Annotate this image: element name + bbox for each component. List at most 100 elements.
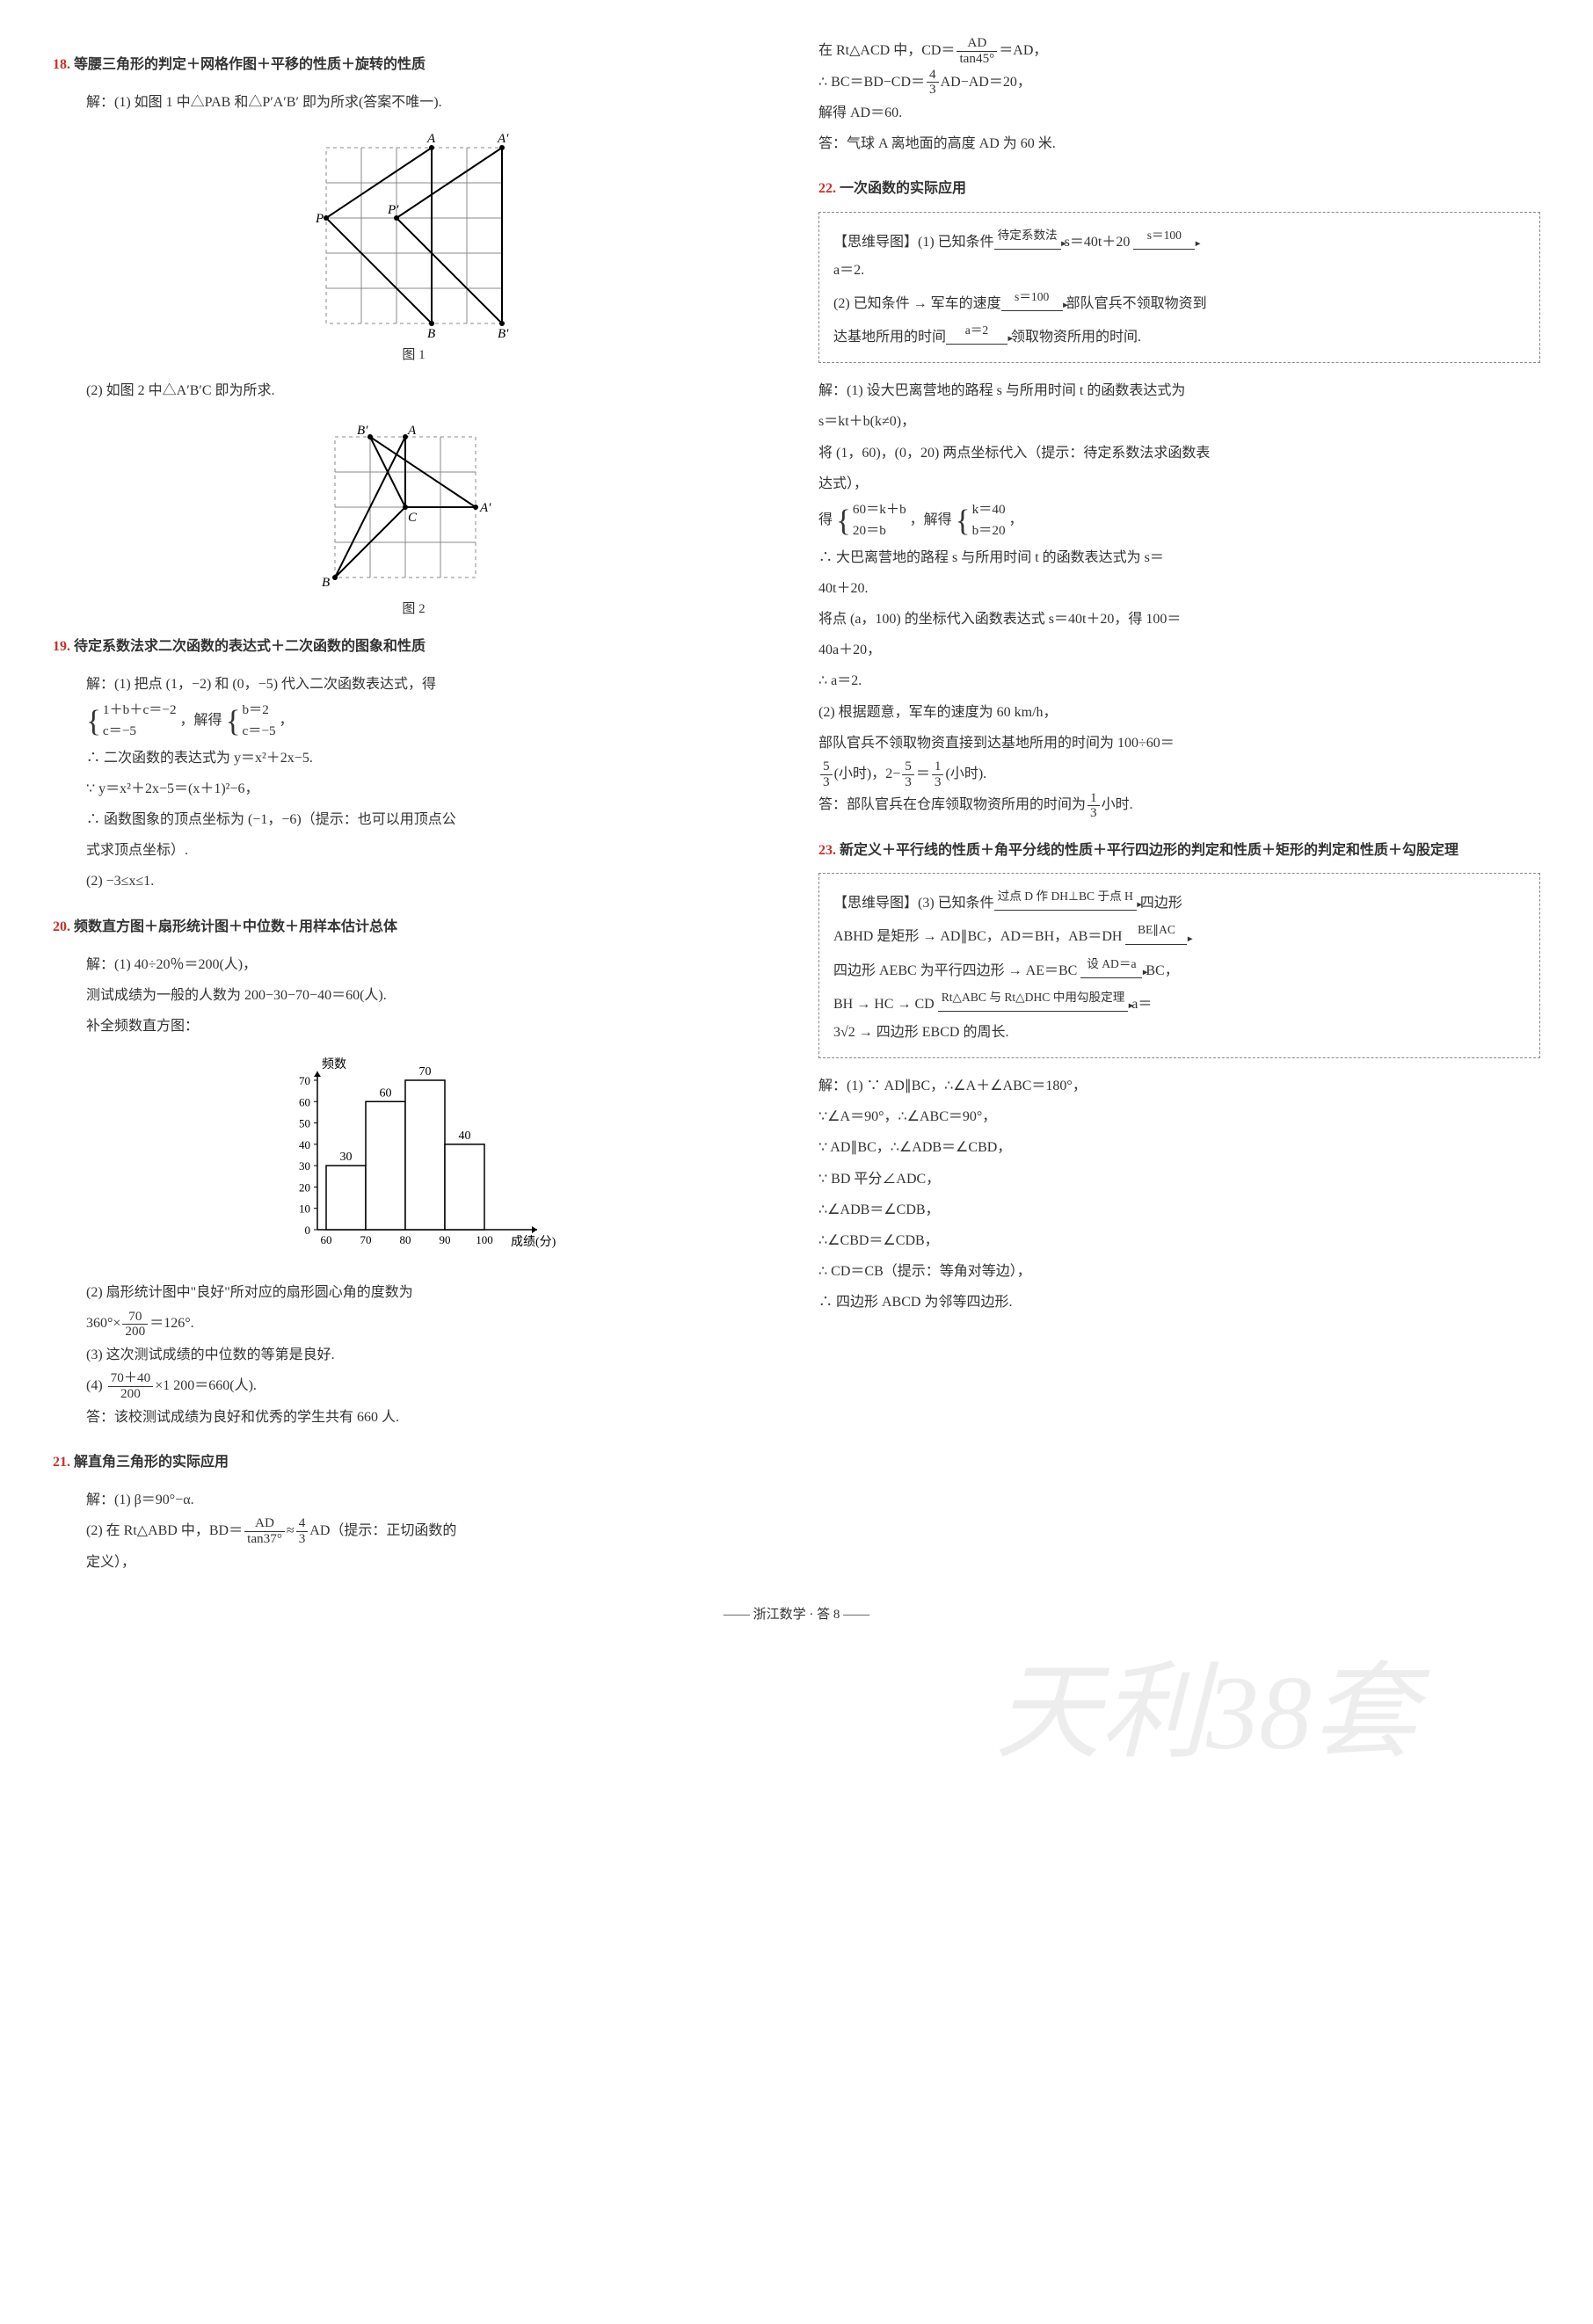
q19-head: 19. 待定系数法求二次函数的表达式＋二次函数的图象和性质 [53, 635, 775, 658]
q-title: 待定系数法求二次函数的表达式＋二次函数的图象和性质 [74, 639, 426, 654]
q18-fig1: P P′ A A′ B B′ 图 1 [53, 130, 775, 363]
q19-l4: ∴ 函数图象的顶点坐标为 (−1，−6)（提示：也可以用顶点公 [86, 804, 775, 835]
svg-text:60: 60 [320, 1233, 331, 1246]
q21-r4: 答：气球 A 离地面的高度 AD 为 60 米. [818, 128, 1540, 159]
q18-l1: 解：(1) 如图 1 中△PAB 和△P′A′B′ 即为所求(答案不唯一). [86, 87, 775, 118]
q20-l6: (4) 70＋40200×1 200＝660(人). [86, 1370, 775, 1402]
svg-text:60: 60 [379, 1087, 391, 1100]
svg-text:70: 70 [418, 1065, 431, 1078]
q23-l1: 解：(1) ∵ AD∥BC，∴∠A＋∠ABC＝180°， [818, 1071, 1540, 1101]
q21-l2b: 定义）， [86, 1547, 775, 1578]
q-title: 频数直方图＋扇形统计图＋中位数＋用样本估计总体 [74, 919, 397, 934]
q-title: 一次函数的实际应用 [840, 181, 966, 196]
svg-text:成绩(分): 成绩(分) [511, 1235, 556, 1249]
q20-l4b: 360°×70200＝126°. [86, 1308, 775, 1340]
q20-l5: (3) 这次测试成绩的中位数的等第是良好. [86, 1340, 775, 1370]
q23-l8: ∴ 四边形 ABCD 为邻等四边形. [818, 1287, 1540, 1318]
svg-text:频数: 频数 [322, 1057, 346, 1071]
q-title: 新定义＋平行线的性质＋角平分线的性质＋平行四边形的判定和性质＋矩形的判定和性质＋… [840, 843, 1458, 858]
q22-l10: 53(小时)，2−53＝13(小时). [818, 759, 1540, 790]
q20-l1: 解：(1) 40÷20％＝200(人)， [86, 949, 775, 980]
q22-l1: 解：(1) 设大巴离营地的路程 s 与所用时间 t 的函数表达式为 [818, 375, 1540, 406]
q20-l7: 答：该校测试成绩为良好和优秀的学生共有 660 人. [86, 1402, 775, 1433]
q19-brace: {1＋b＋c＝−2c＝−5 ，解得 {b＝2c＝−5 ， [86, 700, 775, 743]
svg-text:0: 0 [304, 1224, 310, 1237]
q18-l2: (2) 如图 2 中△A′B′C 即为所求. [86, 375, 775, 406]
svg-text:80: 80 [399, 1233, 411, 1246]
q22-l11: 答：部队官兵在仓库领取物资所用的时间为13小时. [818, 789, 1540, 821]
q21-r2: ∴ BC＝BD−CD＝43AD−AD＝20， [818, 67, 1540, 98]
q-title: 等腰三角形的判定＋网格作图＋平移的性质＋旋转的性质 [74, 57, 426, 72]
q20-l2: 测试成绩为一般的人数为 200−30−70−40＝60(人). [86, 980, 775, 1011]
svg-text:90: 90 [439, 1233, 450, 1246]
q23-l6: ∴∠CBD＝∠CDB， [818, 1225, 1540, 1256]
svg-text:20: 20 [299, 1181, 310, 1195]
svg-text:A′: A′ [479, 501, 491, 515]
q-num: 22. [818, 181, 836, 196]
q23-l7: ∴ CD＝CB（提示：等角对等边）， [818, 1256, 1540, 1287]
q22-l3b: 达式）， [818, 468, 1540, 499]
q23-l5: ∴∠ADB＝∠CDB， [818, 1195, 1540, 1225]
svg-text:B: B [427, 327, 435, 341]
q-num: 21. [53, 1455, 70, 1470]
q20-chart: 0 10 20 30 40 50 60 70 频数成绩(分) 30 60 70 40 60 70 80 90 10… [53, 1054, 775, 1265]
svg-text:B: B [322, 576, 330, 590]
q23-l3: ∵ AD∥BC，∴∠ADB＝∠CBD， [818, 1132, 1540, 1163]
q-num: 23. [818, 843, 836, 858]
fig2-label: 图 2 [53, 599, 775, 617]
svg-text:A: A [426, 132, 436, 146]
svg-text:100: 100 [476, 1233, 493, 1246]
svg-text:P′: P′ [387, 203, 399, 217]
svg-text:70: 70 [299, 1074, 310, 1087]
q19-l5: (2) −3≤x≤1. [86, 866, 775, 897]
q21-l2: (2) 在 Rt△ABD 中，BD＝ADtan37°≈43AD（提示：正切函数的 [86, 1515, 775, 1547]
q-title: 解直角三角形的实际应用 [74, 1455, 229, 1470]
svg-text:A′: A′ [497, 132, 509, 146]
watermark: 天利38套 [995, 1626, 1417, 1779]
q21-head: 21. 解直角三角形的实际应用 [53, 1450, 775, 1474]
svg-text:50: 50 [299, 1117, 310, 1130]
q22-head: 22. 一次函数的实际应用 [818, 177, 1540, 200]
svg-text:40: 40 [458, 1129, 470, 1143]
q19-l4b: 式求顶点坐标）. [86, 835, 775, 866]
svg-text:B′: B′ [498, 327, 509, 341]
q19-l2: ∴ 二次函数的表达式为 y＝x²＋2x−5. [86, 743, 775, 773]
q22-box: 【思维导图】(1) 已知条件待定系数法 s＝40t＋20 s＝100 a＝2. … [818, 212, 1540, 364]
q22-l9: 部队官兵不领取物资直接到达基地所用的时间为 100÷60＝ [818, 728, 1540, 759]
svg-text:30: 30 [339, 1151, 352, 1164]
svg-text:40: 40 [299, 1138, 310, 1151]
page: 18. 等腰三角形的判定＋网格作图＋平移的性质＋旋转的性质 解：(1) 如图 1… [53, 35, 1540, 1578]
page-footer: —— 浙江数学 · 答 8 —— [53, 1604, 1540, 1623]
svg-text:60: 60 [299, 1096, 310, 1109]
q19-l3: ∵ y＝x²＋2x−5＝(x＋1)²−6， [86, 773, 775, 804]
q23-l4: ∵ BD 平分∠ADC， [818, 1164, 1540, 1195]
q22-l5: ∴ 大巴离营地的路程 s 与所用时间 t 的函数表达式为 s＝ [818, 542, 1540, 573]
q23-head: 23. 新定义＋平行线的性质＋角平分线的性质＋平行四边形的判定和性质＋矩形的判定… [818, 839, 1540, 862]
q-num: 19. [53, 639, 70, 654]
q22-l2: s＝kt＋b(k≠0)， [818, 406, 1540, 437]
q20-l3: 补全频数直方图： [86, 1011, 775, 1042]
q-num: 18. [53, 57, 70, 72]
q22-l3: 将 (1，60)，(0，20) 两点坐标代入（提示：待定系数法求函数表 [818, 438, 1540, 468]
q18-fig2: A B′ B C A′ 图 2 [53, 419, 775, 617]
svg-text:P: P [315, 212, 324, 226]
left-column: 18. 等腰三角形的判定＋网格作图＋平移的性质＋旋转的性质 解：(1) 如图 1… [53, 35, 775, 1578]
q22-brace: 得 {60＝k＋b20＝b ，解得 {k＝40b＝20 ， [818, 499, 1540, 542]
svg-text:C: C [408, 511, 418, 525]
q20-l4a: (2) 扇形统计图中"良好"所对应的扇形圆心角的度数为 [86, 1277, 775, 1308]
q21-l1: 解：(1) β＝90°−α. [86, 1485, 775, 1515]
q22-l7: ∴ a＝2. [818, 665, 1540, 696]
svg-text:30: 30 [299, 1159, 310, 1173]
q22-l8: (2) 根据题意，军车的速度为 60 km/h， [818, 697, 1540, 728]
q22-l5b: 40t＋20. [818, 573, 1540, 604]
q21-r3: 解得 AD＝60. [818, 98, 1540, 128]
fig1-label: 图 1 [53, 345, 775, 363]
q23-l2: ∵∠A＝90°，∴∠ABC＝90°， [818, 1101, 1540, 1132]
right-column: 在 Rt△ACD 中，CD＝ADtan45°＝AD， ∴ BC＝BD−CD＝43… [818, 35, 1540, 1578]
q20-head: 20. 频数直方图＋扇形统计图＋中位数＋用样本估计总体 [53, 915, 775, 939]
svg-text:70: 70 [360, 1233, 371, 1246]
q22-l6: 将点 (a，100) 的坐标代入函数表达式 s＝40t＋20，得 100＝ [818, 604, 1540, 635]
q22-l6b: 40a＋20， [818, 635, 1540, 665]
svg-text:10: 10 [299, 1202, 310, 1216]
q18-head: 18. 等腰三角形的判定＋网格作图＋平移的性质＋旋转的性质 [53, 53, 775, 76]
